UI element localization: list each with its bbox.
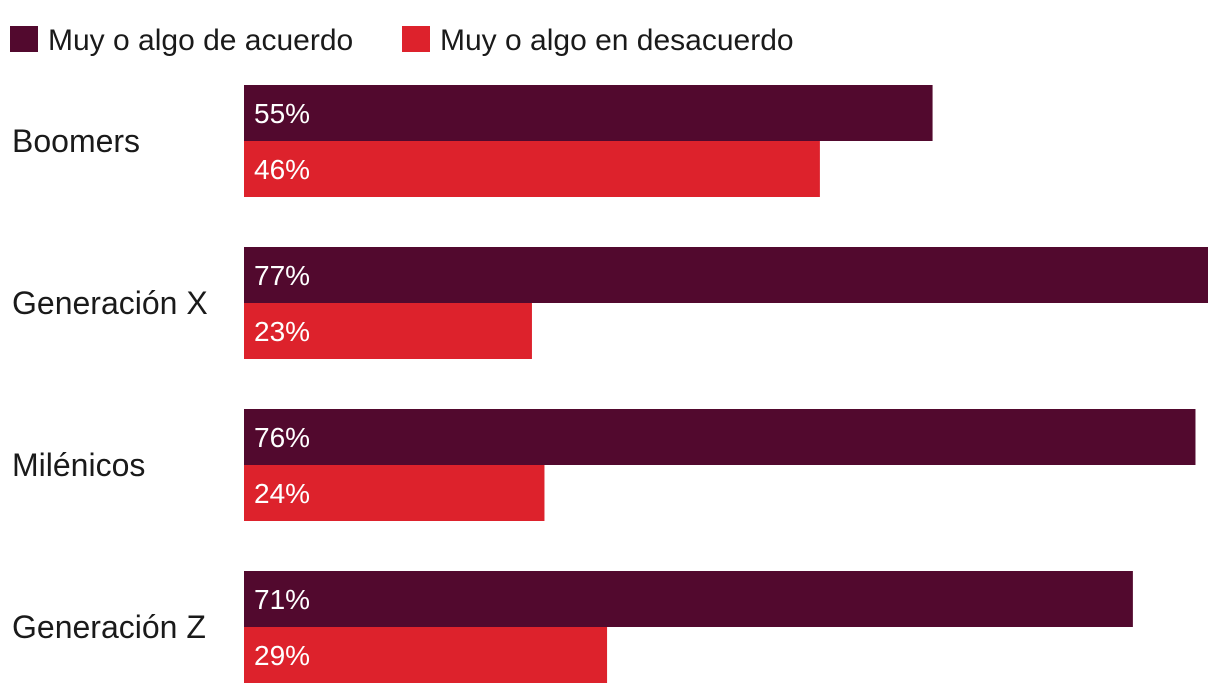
legend: Muy o algo de acuerdo Muy o algo en desac… xyxy=(10,24,794,57)
data-label: 29% xyxy=(254,640,310,671)
bar xyxy=(244,627,608,683)
bar xyxy=(244,247,1208,303)
bar xyxy=(244,409,1196,465)
legend-label-2: Muy o algo en desacuerdo xyxy=(440,24,794,57)
data-label: 71% xyxy=(254,584,310,615)
bar xyxy=(244,141,820,197)
legend-swatch-1 xyxy=(10,26,38,52)
category-group: Milénicos 76% 24% xyxy=(12,409,1196,521)
plot-area: Boomers 55% 46% Generación X 77% 23% Milénicos… xyxy=(12,85,1208,683)
bar xyxy=(244,571,1133,627)
bar xyxy=(244,303,532,359)
data-label: 76% xyxy=(254,422,310,453)
data-label: 46% xyxy=(254,154,310,185)
legend-item-1: Muy o algo de acuerdo xyxy=(10,24,353,57)
category-group: Generación X 77% 23% xyxy=(12,247,1208,359)
data-label: 24% xyxy=(254,478,310,509)
legend-label-1: Muy o algo de acuerdo xyxy=(48,24,353,57)
data-label: 55% xyxy=(254,98,310,129)
category-label: Generación X xyxy=(12,285,208,321)
category-label: Generación Z xyxy=(12,609,206,645)
category-group: Generación Z 71% 29% xyxy=(12,571,1133,683)
category-group: Boomers 55% 46% xyxy=(12,85,933,197)
bar xyxy=(244,465,545,521)
data-label: 23% xyxy=(254,316,310,347)
legend-swatch-2 xyxy=(402,26,430,52)
data-label: 77% xyxy=(254,260,310,291)
category-label: Milénicos xyxy=(12,447,145,483)
legend-item-2: Muy o algo en desacuerdo xyxy=(402,24,794,57)
bar xyxy=(244,85,933,141)
category-label: Boomers xyxy=(12,123,140,159)
